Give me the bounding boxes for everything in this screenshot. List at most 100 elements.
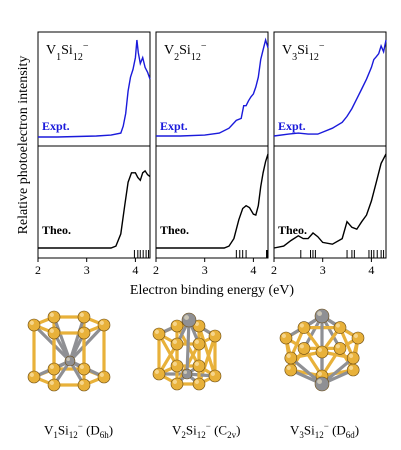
x-tick-label: 3 — [84, 263, 90, 277]
caption-sub: 6d — [345, 429, 355, 440]
silicon-atom-highlight — [172, 361, 177, 366]
caption-charge: − — [205, 421, 211, 431]
panel-title-part: V — [46, 43, 56, 58]
silicon-atom — [152, 327, 166, 341]
silicon-atom — [47, 310, 61, 324]
panel-title-part: 12 — [309, 52, 319, 63]
silicon-atom-highlight — [154, 329, 159, 334]
panel-frame — [273, 31, 387, 259]
x-tick-label: 2 — [35, 263, 41, 277]
bond — [197, 324, 217, 378]
silicon-atom-highlight — [49, 312, 55, 317]
silicon-atom — [284, 351, 298, 365]
silicon-atom — [192, 377, 206, 391]
silicon-atom — [152, 367, 166, 381]
vanadium-atom — [314, 376, 330, 392]
silicon-atom — [170, 359, 184, 373]
silicon-atom-highlight — [335, 323, 340, 328]
x-tick-label: 4 — [132, 263, 138, 277]
silicon-atom — [315, 345, 329, 359]
caption-symmetry: D — [90, 422, 100, 438]
caption-sub: 1 — [53, 429, 58, 440]
vanadium-atom-highlight — [183, 370, 187, 374]
panel-v3si12-: V3Si12−Expt.Theo.2 3 4 — [271, 31, 387, 277]
silicon-atom-highlight — [194, 361, 199, 366]
silicon-atom — [47, 326, 61, 340]
expt-label: Expt. — [160, 119, 188, 133]
silicon-atom-highlight — [210, 331, 215, 336]
caption-sub: 12 — [314, 429, 324, 440]
vanadium-atom — [181, 368, 193, 380]
silicon-atom-highlight — [99, 372, 104, 377]
panel-title: V1Si12− — [46, 41, 89, 63]
silicon-atom — [77, 310, 91, 324]
silicon-atom-highlight — [194, 321, 199, 326]
silicon-atom — [333, 321, 347, 334]
x-tick-label: 3 — [320, 263, 326, 277]
expt-label: Expt. — [42, 119, 70, 133]
caption-atom: V — [172, 422, 182, 438]
theo-spectrum-line — [273, 153, 387, 249]
silicon-atom-highlight — [29, 320, 34, 325]
silicon-atom-highlight — [172, 339, 177, 344]
theo-spectrum-line — [38, 169, 151, 249]
silicon-atom-highlight — [79, 312, 84, 317]
silicon-atom — [346, 351, 360, 365]
panel-v2si12-: V2Si12−Expt.Theo.2 3 4 — [153, 31, 269, 277]
caption-sub: 3 — [299, 429, 304, 440]
expt-label: Expt. — [278, 119, 306, 133]
silicon-atom — [77, 362, 91, 376]
vanadium-atom-highlight — [66, 357, 70, 361]
silicon-atom-highlight — [194, 379, 199, 384]
silicon-atom — [77, 326, 91, 340]
caption-sub: 2v — [227, 429, 237, 440]
silicon-atom-highlight — [79, 328, 84, 333]
silicon-atom-highlight — [172, 321, 177, 326]
caption-charge: − — [77, 421, 83, 431]
silicon-atom-highlight — [172, 379, 177, 384]
silicon-atom — [77, 378, 91, 392]
vanadium-atom — [314, 308, 330, 324]
caption-atom: V — [44, 422, 54, 438]
silicon-atom-highlight — [281, 333, 286, 338]
silicon-atom-highlight — [299, 344, 304, 349]
silicon-atom-highlight — [29, 372, 34, 377]
panel-title-part: − — [83, 41, 89, 52]
caption-v2si12: V2Si12− (C2v) — [172, 421, 241, 440]
panel-title-part: Si — [297, 43, 309, 58]
vanadium-atom-highlight — [317, 311, 322, 316]
theo-label: Theo. — [42, 223, 71, 237]
caption-v3si12: V3Si12− (D6d) — [290, 421, 360, 440]
silicon-atom — [170, 319, 184, 333]
caption-symmetry: C — [218, 422, 228, 438]
silicon-atom — [297, 321, 311, 334]
expt-spectrum-line — [38, 39, 151, 138]
silicon-atom-highlight — [348, 353, 354, 358]
panel-title-part: − — [201, 41, 207, 52]
caption-atom: V — [290, 422, 300, 438]
panel-title-part: 3 — [292, 52, 297, 63]
silicon-atom — [97, 318, 111, 332]
bond — [185, 318, 191, 376]
panel-title: V3Si12− — [282, 41, 325, 63]
caption-sub: 2 — [181, 429, 186, 440]
panel-v1si12-: V1Si12− Expt. Theo. 2 3 4 — [35, 31, 151, 277]
caption-sub: 12 — [68, 429, 78, 440]
caption-v1si12: V1Si12− (D6h) — [44, 421, 114, 440]
silicon-atom — [346, 363, 360, 377]
caption-atom: Si — [303, 422, 315, 438]
silicon-atom — [192, 359, 206, 373]
caption-sub: 12 — [196, 429, 206, 440]
expt-spectrum-line — [156, 37, 269, 137]
bond — [68, 323, 106, 363]
silicon-atom-highlight — [317, 347, 322, 352]
panel-title-part: 1 — [56, 52, 61, 63]
caption-atom: Si — [57, 422, 69, 438]
panel-title: V2Si12− — [164, 41, 207, 63]
silicon-atom-highlight — [317, 371, 322, 376]
silicon-atom — [27, 370, 41, 384]
x-tick-label: 4 — [250, 263, 256, 277]
silicon-atom-highlight — [210, 371, 215, 376]
silicon-atom-highlight — [348, 365, 354, 370]
